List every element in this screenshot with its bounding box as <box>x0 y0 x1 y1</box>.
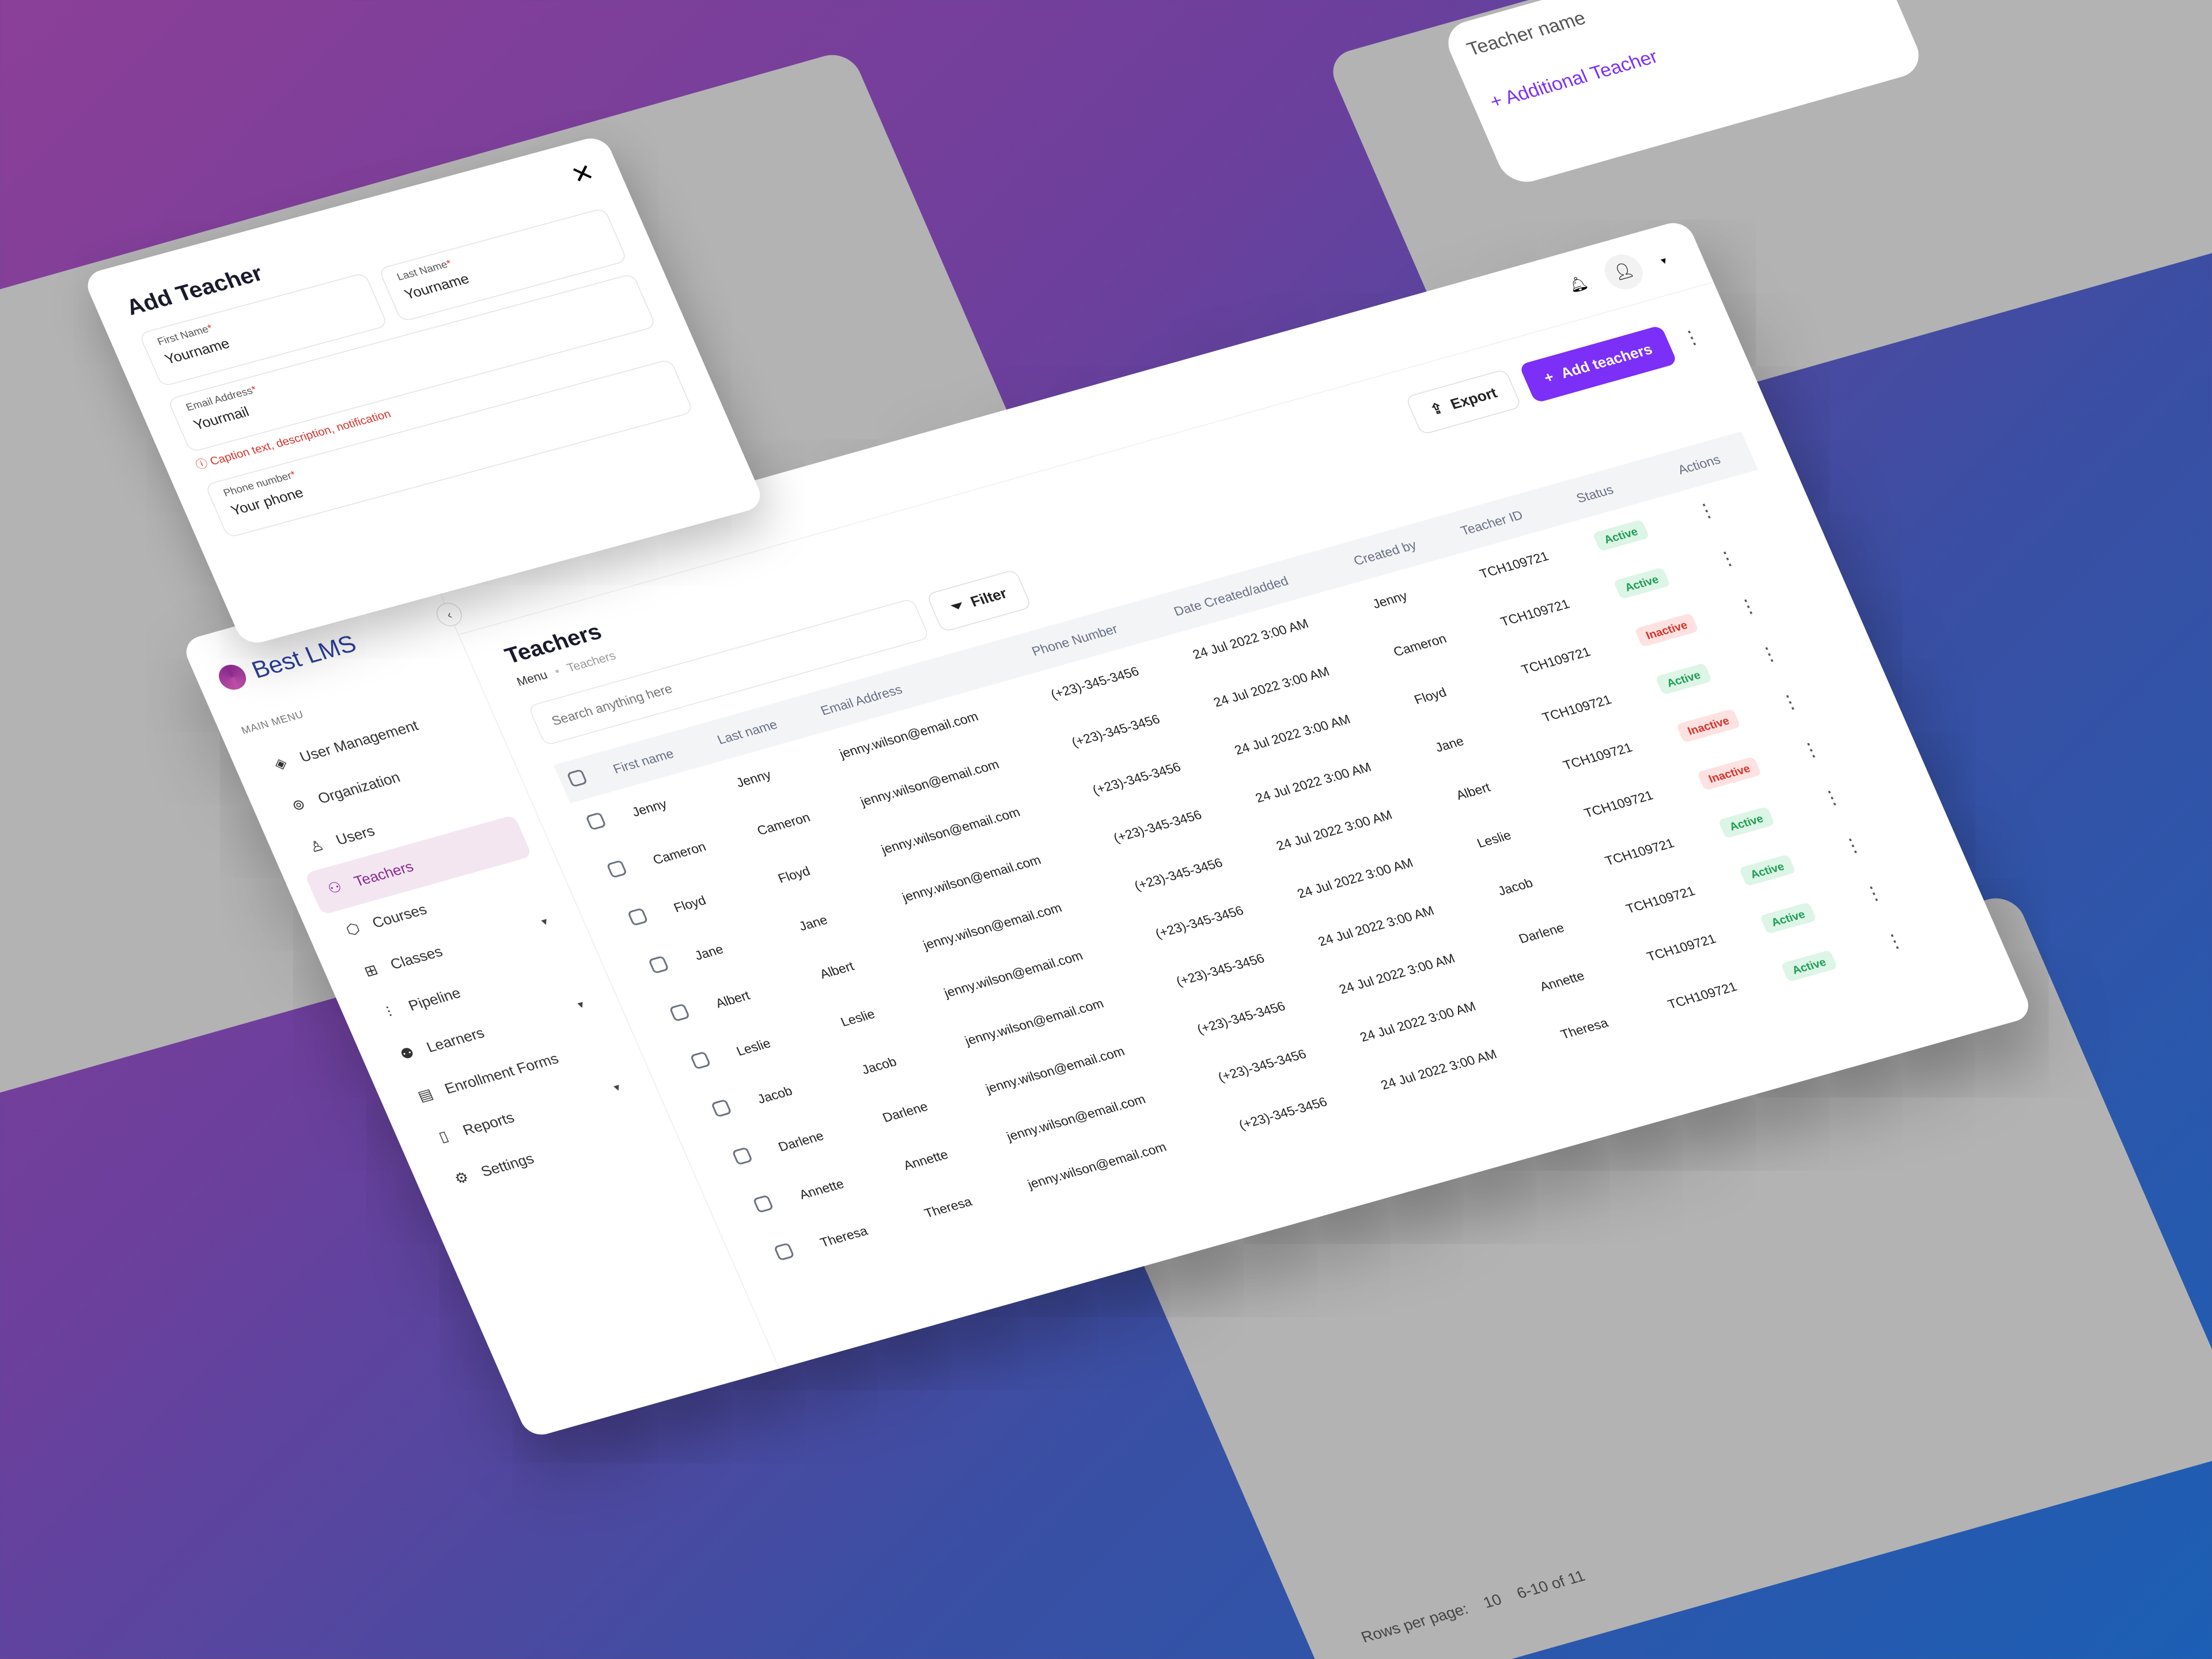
sidebar-item-label: Teachers <box>351 858 416 890</box>
row-checkbox[interactable] <box>606 859 628 878</box>
row-actions-icon[interactable]: ⋮ <box>1755 641 1783 667</box>
sidebar-item-label: Users <box>333 823 377 849</box>
sliders-icon: ⫶ <box>384 1004 395 1021</box>
sidebar-item-label: Classes <box>388 943 445 973</box>
layers-icon: ◈ <box>271 754 290 773</box>
row-checkbox[interactable] <box>773 1242 795 1262</box>
plus-icon: + <box>1541 369 1556 387</box>
status-badge: Active <box>1592 518 1650 551</box>
status-badge: Active <box>1759 902 1817 934</box>
teacher-icon: ⚇ <box>325 878 345 897</box>
row-actions-icon[interactable]: ⋮ <box>1692 498 1720 524</box>
row-checkbox[interactable] <box>710 1099 732 1118</box>
sidebar-item-label: Reports <box>460 1109 517 1139</box>
sidebar-item-label: Courses <box>369 901 430 931</box>
breadcrumb-menu[interactable]: Menu <box>514 667 550 689</box>
logo-icon <box>214 661 251 693</box>
more-options-icon[interactable]: ⋮ <box>1678 324 1706 350</box>
status-badge: Inactive <box>1696 756 1762 791</box>
gear-icon: ⚙ <box>452 1168 472 1188</box>
row-actions-icon[interactable]: ⋮ <box>1881 928 1908 954</box>
status-badge: Inactive <box>1675 708 1741 743</box>
row-actions-icon[interactable]: ⋮ <box>1860 880 1888 906</box>
grid-icon: ⊞ <box>362 961 381 980</box>
bell-icon[interactable]: 🔔︎ <box>1565 274 1590 294</box>
filter-icon: ⏷ <box>948 597 967 616</box>
add-teachers-label: Add teachers <box>1558 341 1655 382</box>
sidebar-item-label: Learners <box>424 1024 487 1056</box>
status-badge: Inactive <box>1634 612 1699 647</box>
row-actions-icon[interactable]: ⋮ <box>1714 546 1741 571</box>
row-actions-icon[interactable]: ⋮ <box>1776 689 1804 715</box>
document-icon: ▯ <box>436 1128 451 1146</box>
sidebar-item-label: Pipeline <box>406 984 464 1014</box>
sidebar-item-label: Organization <box>315 769 403 807</box>
row-actions-icon[interactable]: ⋮ <box>1839 832 1866 858</box>
filter-label: Filter <box>968 585 1010 611</box>
chevron-down-icon[interactable]: ▾ <box>1658 253 1669 267</box>
upload-icon: ⇪ <box>1427 399 1446 419</box>
row-checkbox[interactable] <box>732 1146 753 1166</box>
export-label: Export <box>1448 384 1500 413</box>
select-all-checkbox[interactable] <box>566 768 588 788</box>
status-badge: Active <box>1654 662 1713 695</box>
file-icon: ▤ <box>415 1085 436 1105</box>
row-checkbox[interactable] <box>752 1194 774 1214</box>
row-checkbox[interactable] <box>669 1003 691 1022</box>
status-badge: Active <box>1780 949 1838 982</box>
status-badge: Active <box>1738 854 1796 887</box>
row-actions-icon[interactable]: ⋮ <box>1797 737 1825 763</box>
box-icon: ⬡ <box>343 920 363 939</box>
row-checkbox[interactable] <box>690 1051 711 1070</box>
caret-down-icon[interactable]: ▼ <box>611 1082 624 1094</box>
rows-per-page-label: Rows per page: <box>1358 1600 1471 1646</box>
row-checkbox[interactable] <box>585 812 607 831</box>
row-checkbox[interactable] <box>627 907 649 926</box>
status-badge: Active <box>1717 806 1775 839</box>
row-actions-icon[interactable]: ⋮ <box>1818 785 1846 810</box>
caret-down-icon[interactable]: ▼ <box>574 999 588 1012</box>
users-icon: ⚉ <box>397 1044 417 1063</box>
rows-per-page-select[interactable]: 10 <box>1480 1590 1505 1612</box>
sidebar-item-label: Settings <box>478 1150 537 1180</box>
avatar[interactable]: 👤︎ <box>1599 249 1649 294</box>
pagination: Rows per page: 10 6-10 of 11 <box>1358 1567 1588 1647</box>
lifebuoy-icon: ⊚ <box>289 796 308 815</box>
caret-down-icon[interactable]: ▼ <box>538 916 552 929</box>
status-badge: Active <box>1612 566 1671 599</box>
row-actions-icon[interactable]: ⋮ <box>1734 593 1762 619</box>
page-range: 6-10 of 11 <box>1514 1567 1588 1602</box>
user-icon: ♙ <box>307 837 327 856</box>
row-checkbox[interactable] <box>647 955 669 974</box>
